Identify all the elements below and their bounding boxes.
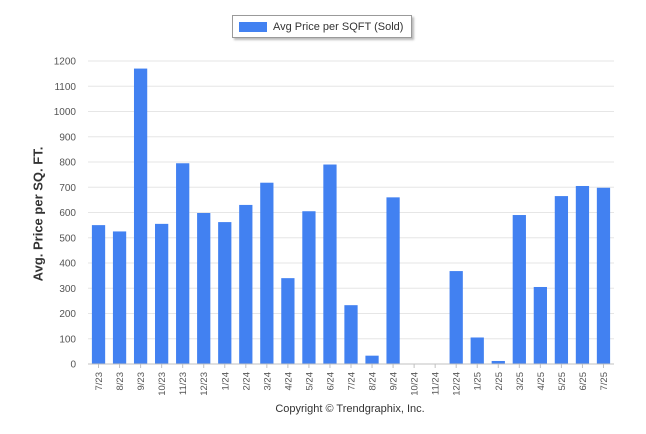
bar-12-23[interactable] (197, 213, 211, 364)
grid-lines (88, 60, 614, 365)
y-tick-label: 900 (59, 132, 76, 143)
x-tick-label: 3/25 (515, 372, 526, 391)
y-tick-label: 300 (59, 284, 76, 295)
x-tick-label: 2/25 (494, 372, 505, 391)
x-tick-label: 12/24 (452, 372, 463, 396)
bar-3-24[interactable] (260, 182, 274, 364)
y-tick-labels: 0 100 200 300 400 500 600 700 800 900 1000 1100 1200 (54, 57, 77, 371)
x-tick-label: 7/24 (347, 372, 358, 391)
x-tick-label: 7/25 (599, 372, 610, 391)
bar-12-24[interactable] (449, 271, 463, 364)
x-tick-label: 10/23 (157, 372, 168, 396)
x-tick-label: 10/24 (410, 372, 421, 396)
x-tick-label: 5/24 (304, 372, 315, 391)
y-tick-label: 200 (59, 309, 76, 320)
bar-8-24[interactable] (365, 355, 379, 364)
x-tick-labels: 7/23 8/23 9/23 10/23 11/23 12/23 1/24 2/24 3/24 4… (94, 364, 610, 396)
x-tick-label: 9/23 (136, 372, 147, 391)
x-tick-label: 4/25 (536, 372, 547, 391)
y-tick-label: 700 (59, 183, 76, 194)
legend-swatch (239, 21, 267, 32)
bar-9-24[interactable] (386, 197, 400, 364)
y-tick-label: 1200 (54, 57, 77, 68)
bar-7-25[interactable] (596, 187, 611, 364)
bar-11-23[interactable] (176, 163, 190, 364)
x-tick-label: 2/24 (241, 372, 252, 391)
x-tick-label: 3/24 (262, 372, 273, 391)
x-tick-label: 8/24 (368, 372, 379, 391)
bar-4-24[interactable] (281, 278, 295, 364)
x-tick-label: 4/24 (283, 372, 294, 391)
bar-4-25[interactable] (533, 286, 547, 364)
bar-6-24[interactable] (323, 164, 337, 364)
copyright-footer: Copyright © Trendgraphix, Inc. (275, 403, 425, 415)
y-tick-label: 500 (59, 233, 76, 244)
bar-9-23[interactable] (133, 68, 148, 364)
bar-1-25[interactable] (470, 337, 484, 364)
x-tick-label: 6/25 (578, 372, 589, 391)
bar-3-25[interactable] (512, 215, 526, 364)
y-tick-label: 1100 (54, 82, 76, 93)
y-tick-label: 600 (59, 208, 76, 219)
y-tick-label: 1000 (54, 107, 77, 118)
x-tick-label: 5/25 (557, 372, 568, 391)
x-tick-label: 8/23 (115, 372, 126, 391)
legend-label: Avg Price per SQFT (Sold) (273, 20, 404, 33)
bar-7-23[interactable] (91, 225, 106, 364)
x-tick-label: 11/23 (178, 372, 189, 395)
y-tick-label: 400 (59, 259, 76, 270)
bar-1-24[interactable] (218, 222, 232, 364)
y-tick-label: 100 (59, 334, 76, 345)
bar-2-24[interactable] (239, 204, 253, 364)
bar-6-25[interactable] (575, 185, 590, 364)
x-tick-label: 6/24 (325, 372, 336, 391)
bars (91, 68, 611, 364)
y-tick-label: 0 (70, 360, 76, 371)
bar-5-24[interactable] (302, 211, 316, 364)
x-tick-label: 1/24 (220, 372, 231, 391)
y-tick-label: 800 (59, 158, 76, 169)
bar-5-25[interactable] (554, 196, 569, 364)
x-tick-label: 7/23 (94, 372, 105, 391)
x-tick-label: 9/24 (389, 372, 400, 391)
x-tick-label: 1/25 (473, 372, 484, 391)
x-tick-label: 12/23 (199, 372, 210, 396)
bar-10-23[interactable] (155, 223, 169, 364)
y-axis-title: Avg. Price per SQ. FT. (30, 146, 46, 282)
legend[interactable]: Avg Price per SQFT (Sold) (232, 15, 412, 38)
bar-7-24[interactable] (344, 305, 358, 364)
x-tick-label: 11/24 (431, 372, 442, 395)
bar-8-23[interactable] (112, 231, 127, 364)
bar-2-25[interactable] (491, 360, 505, 364)
